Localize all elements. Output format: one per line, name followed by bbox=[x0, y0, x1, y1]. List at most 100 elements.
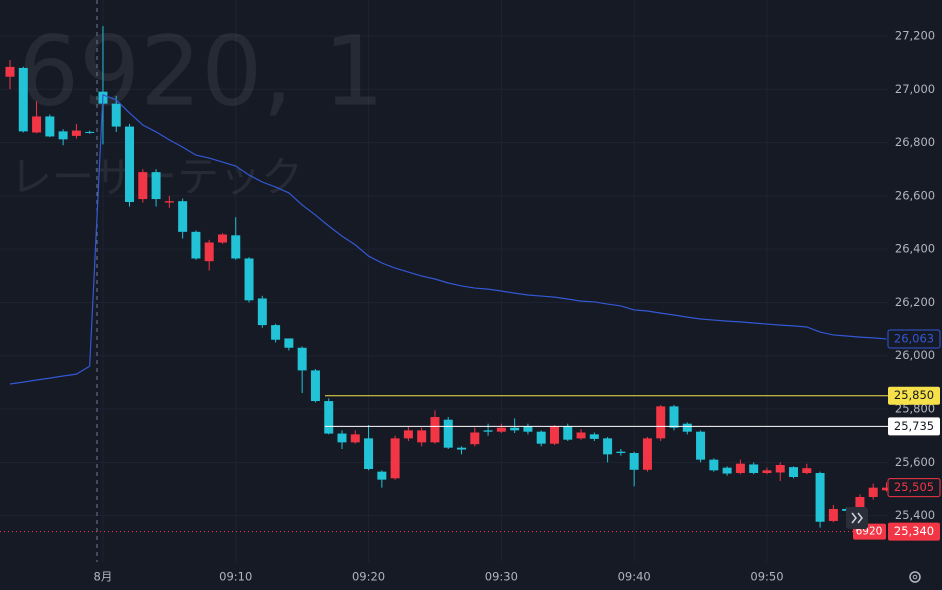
candle-body bbox=[523, 426, 533, 432]
candle-body bbox=[709, 459, 719, 471]
candle-body bbox=[204, 242, 214, 262]
candle-body bbox=[244, 258, 254, 301]
candle-body bbox=[642, 438, 652, 470]
candle-body bbox=[125, 126, 135, 202]
candle-body bbox=[324, 401, 334, 434]
candle-body bbox=[164, 201, 174, 203]
candle-body bbox=[5, 66, 15, 77]
axis: 25,400 25,600 25,800 26,000 26,200 26,400 26,6… bbox=[94, 28, 941, 584]
candle-body bbox=[257, 298, 267, 326]
price-label: 25,735 bbox=[894, 419, 934, 433]
candle-body bbox=[881, 487, 891, 491]
candle-body bbox=[868, 487, 878, 497]
scroll-button[interactable] bbox=[846, 507, 868, 529]
candle-body bbox=[403, 430, 413, 439]
candle-body bbox=[549, 426, 559, 444]
last-price-label: 25,505 bbox=[894, 480, 934, 494]
candle-body bbox=[603, 438, 613, 455]
watermark-symbol: 6920, 1 bbox=[18, 15, 384, 127]
candle-body bbox=[32, 116, 42, 133]
candle-body bbox=[390, 438, 400, 479]
price-label-box bbox=[888, 386, 940, 405]
y-tick-label: 26,200 bbox=[895, 295, 935, 309]
candle-body bbox=[722, 467, 732, 474]
x-tick-label: 09:40 bbox=[618, 570, 651, 584]
y-tick-label: 26,800 bbox=[895, 135, 935, 149]
candle-body bbox=[310, 370, 320, 402]
candle-body bbox=[576, 432, 586, 439]
candle-body bbox=[191, 231, 201, 259]
candle-body bbox=[45, 116, 55, 137]
grid bbox=[0, 0, 888, 562]
candle-body bbox=[217, 234, 227, 243]
candle-body bbox=[71, 130, 81, 136]
price-label: 25,850 bbox=[894, 388, 934, 402]
settings-icon bbox=[912, 574, 918, 580]
candle-body bbox=[789, 467, 799, 477]
candle-body bbox=[563, 426, 573, 440]
y-tick-label: 25,600 bbox=[895, 455, 935, 469]
y-tick-label: 25,400 bbox=[895, 508, 935, 522]
candle-body bbox=[656, 406, 666, 439]
candle-body bbox=[178, 201, 188, 232]
x-tick-label: 09:20 bbox=[352, 570, 385, 584]
candle-body bbox=[377, 471, 387, 480]
candle-body bbox=[337, 433, 347, 443]
ref-price-label: 25,340 bbox=[894, 524, 934, 538]
candle-body bbox=[284, 338, 294, 348]
candle-body bbox=[350, 434, 360, 443]
candle-body bbox=[470, 432, 480, 445]
average-line bbox=[9, 94, 887, 385]
candle-body bbox=[536, 431, 546, 444]
candle-body bbox=[682, 423, 692, 432]
candle-body bbox=[417, 430, 427, 443]
y-tick-label: 26,400 bbox=[895, 242, 935, 256]
x-tick-label: 09:30 bbox=[485, 570, 518, 584]
candle-body bbox=[828, 508, 838, 521]
candle-body bbox=[443, 419, 453, 448]
candle-body bbox=[231, 235, 241, 259]
candle-body bbox=[111, 103, 121, 127]
candle-body bbox=[589, 434, 599, 439]
settings-button[interactable] bbox=[909, 571, 921, 583]
candle-body bbox=[138, 172, 148, 200]
line-label-box bbox=[887, 329, 941, 349]
candle-body bbox=[430, 417, 440, 443]
scroll-icon bbox=[851, 512, 863, 524]
candle-body bbox=[775, 465, 785, 473]
candle-body bbox=[85, 131, 95, 133]
candle-body bbox=[364, 438, 374, 469]
candle-body bbox=[151, 172, 161, 200]
x-tick-label: 09:10 bbox=[219, 570, 252, 584]
candle-body bbox=[629, 453, 639, 470]
candle-body bbox=[696, 431, 706, 460]
candle-body bbox=[58, 131, 68, 140]
candle-body bbox=[855, 496, 865, 509]
last-price-box bbox=[887, 478, 941, 498]
candle-body bbox=[457, 447, 467, 450]
price-label-box bbox=[888, 417, 940, 436]
candle-body bbox=[483, 430, 493, 432]
x-tick-label: 09:50 bbox=[750, 570, 783, 584]
y-tick-label: 26,600 bbox=[895, 188, 935, 202]
plot bbox=[0, 26, 891, 533]
y-tick-label: 27,000 bbox=[895, 82, 935, 96]
x-tick-label: 8月 bbox=[94, 570, 113, 584]
line-label: 26,063 bbox=[894, 331, 934, 345]
candle-body bbox=[802, 468, 812, 473]
candle-body bbox=[510, 427, 520, 431]
candle-body bbox=[297, 347, 307, 371]
y-tick-label: 27,200 bbox=[895, 28, 935, 42]
ref-price-box bbox=[888, 522, 940, 541]
y-tick-label: 25,800 bbox=[895, 402, 935, 416]
candle-body bbox=[735, 463, 745, 473]
candle-body bbox=[18, 67, 28, 132]
candle-body bbox=[815, 472, 825, 522]
candle-body bbox=[669, 406, 679, 428]
candle-body bbox=[762, 470, 772, 473]
candle-body bbox=[749, 464, 759, 473]
y-tick-label: 26,000 bbox=[895, 348, 935, 362]
candle-body bbox=[496, 427, 506, 432]
